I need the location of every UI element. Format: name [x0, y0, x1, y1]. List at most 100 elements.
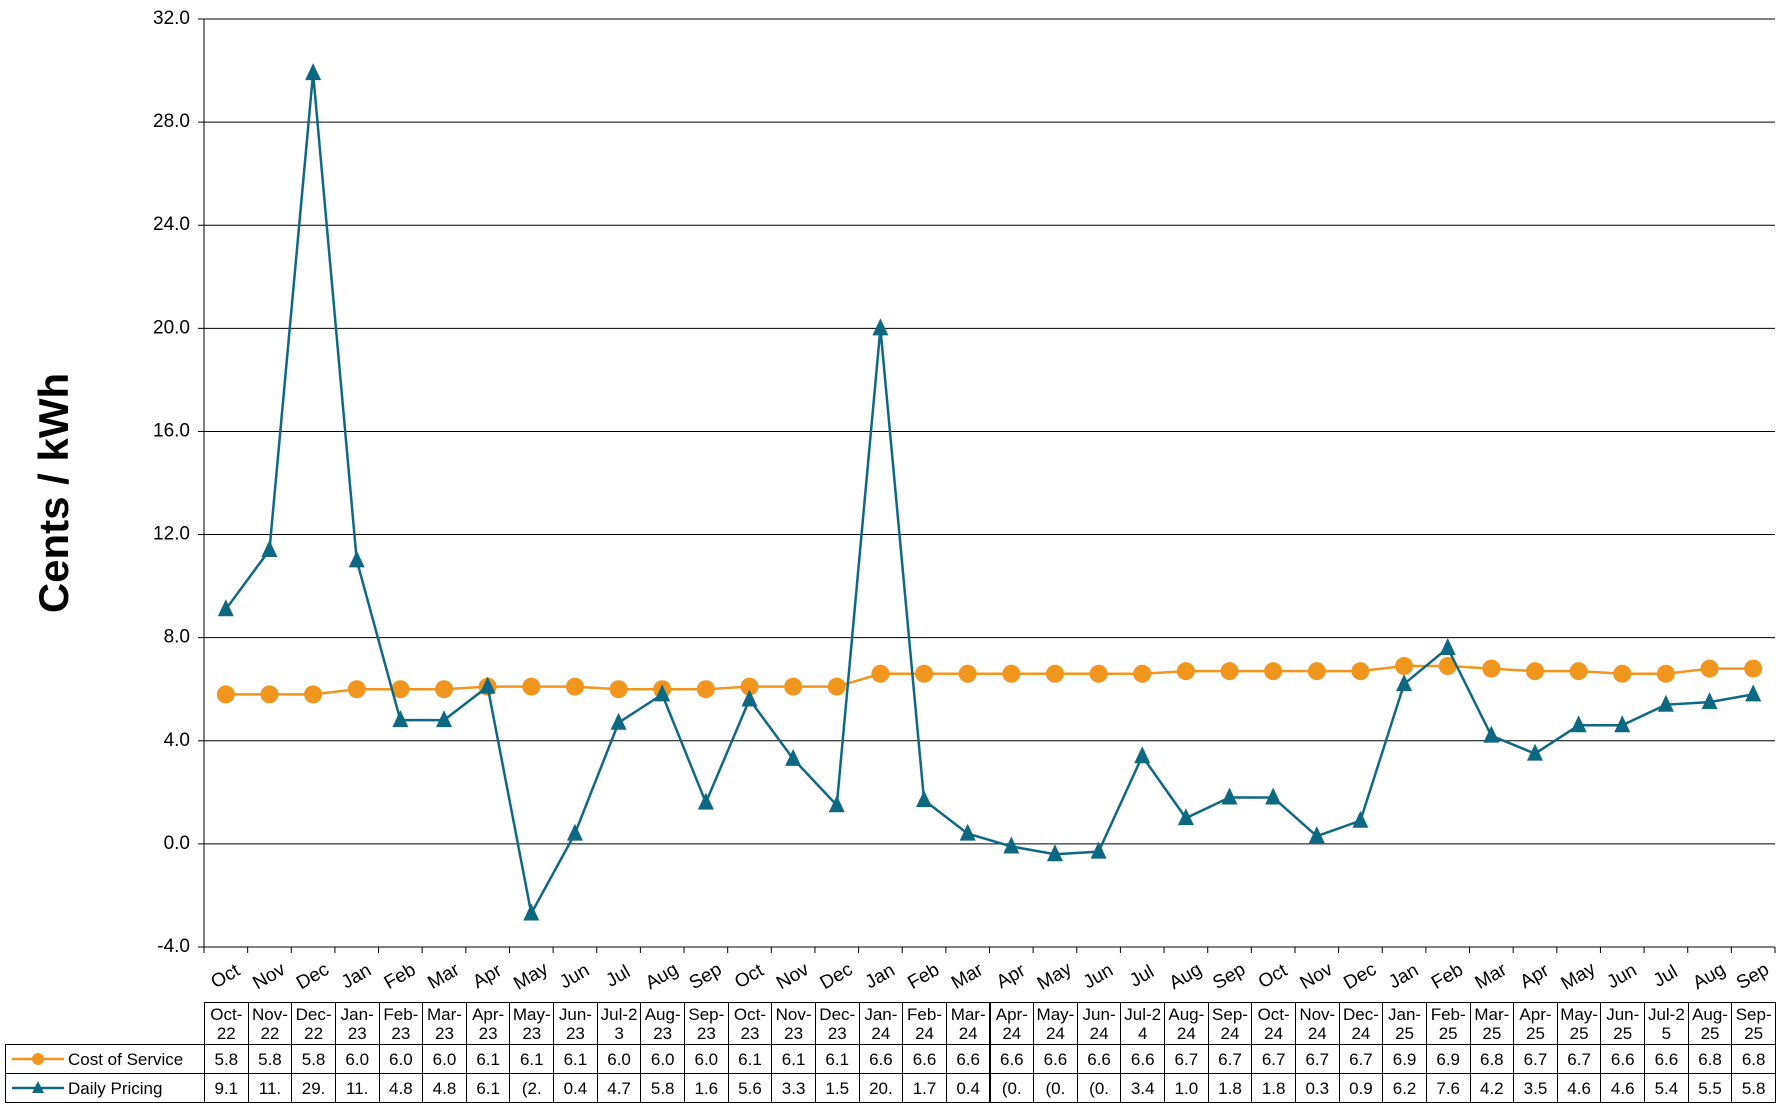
value-label: 0.4	[945, 1073, 991, 1103]
table-header: Oct-24	[1251, 1002, 1296, 1045]
value-label: 4.7	[596, 1073, 642, 1103]
x-tick-label: Jul	[1126, 961, 1158, 991]
table-header: Apr-23	[465, 1002, 511, 1045]
x-tick-label: May	[1034, 958, 1076, 994]
table-header: Sep-24	[1207, 1002, 1253, 1045]
point	[610, 712, 627, 730]
point	[654, 684, 671, 702]
point	[1176, 662, 1195, 681]
legend-marker	[32, 1053, 44, 1065]
value-label: 5.6	[727, 1073, 773, 1103]
point	[260, 685, 279, 704]
x-tick-label: Feb	[381, 959, 420, 994]
value-label: 6.8	[1469, 1044, 1515, 1074]
value-label: 1.6	[684, 1073, 729, 1103]
value-label: 6.6	[1120, 1044, 1166, 1074]
point	[1090, 841, 1107, 859]
table-header: Dec-24	[1338, 1002, 1384, 1045]
value-label: 6.6	[1644, 1044, 1689, 1074]
table-header: Jan-23	[334, 1002, 380, 1045]
x-tick-label: Nov	[249, 959, 289, 994]
table-header: Oct-23	[727, 1002, 773, 1045]
point	[1395, 657, 1414, 676]
point	[1700, 659, 1719, 678]
table-header: Sep-23	[684, 1002, 729, 1045]
value-label: 6.6	[945, 1044, 991, 1074]
x-tick-label: Sep	[686, 959, 726, 994]
value-label: 4.2	[1469, 1073, 1515, 1103]
point	[435, 680, 454, 699]
point	[566, 823, 583, 841]
point	[1352, 810, 1369, 828]
point	[347, 680, 366, 699]
x-tick-label: Aug	[1166, 959, 1206, 994]
y-axis-label: Cents / kWh	[30, 373, 77, 613]
point	[479, 676, 496, 694]
point	[828, 795, 845, 813]
value-label: 5.8	[640, 1073, 685, 1103]
point	[1526, 743, 1543, 761]
point	[959, 823, 976, 841]
x-tick-label: Sep	[1733, 959, 1773, 994]
value-label: 6.6	[902, 1044, 947, 1074]
point	[1745, 684, 1762, 702]
value-label: 6.9	[1425, 1044, 1471, 1074]
table-header: Jan-24	[858, 1002, 904, 1045]
point	[1656, 664, 1675, 683]
value-label: 6.0	[684, 1044, 729, 1074]
value-label: 9.1	[204, 1073, 249, 1103]
point	[1483, 725, 1500, 743]
table-header: Aug-25	[1687, 1002, 1733, 1045]
value-label: 6.7	[1338, 1044, 1384, 1074]
value-label: 6.7	[1164, 1044, 1209, 1074]
point	[1701, 692, 1718, 710]
point	[1089, 664, 1108, 683]
value-label: 6.1	[465, 1073, 511, 1103]
point	[1438, 657, 1457, 676]
value-label: 20.	[858, 1073, 904, 1103]
value-label: (0.	[1076, 1073, 1122, 1103]
value-label: 5.8	[291, 1044, 336, 1074]
point	[1221, 787, 1238, 805]
value-label: 4.6	[1556, 1073, 1602, 1103]
point	[1264, 662, 1283, 681]
point	[216, 685, 235, 704]
table-header: Feb-25	[1425, 1002, 1471, 1045]
table-header: Dec-22	[291, 1002, 336, 1045]
point	[304, 685, 323, 704]
x-tick-label: Oct	[208, 960, 245, 993]
x-tick-label: Jun	[1080, 960, 1117, 994]
point	[1657, 694, 1674, 712]
x-tick-label: Jul	[1650, 961, 1682, 991]
value-label: 3.4	[1120, 1073, 1166, 1103]
x-tick-label: Jun	[556, 960, 593, 994]
value-label: 6.1	[814, 1044, 860, 1074]
x-tick-label: May	[510, 958, 552, 994]
table-header: Jan-25	[1382, 1002, 1427, 1045]
point	[1307, 662, 1326, 681]
value-label: 6.7	[1513, 1044, 1558, 1074]
point	[784, 677, 803, 696]
x-tick-label: Dec	[817, 959, 857, 994]
table-header: Mar-25	[1469, 1002, 1515, 1045]
value-label: 29.	[291, 1073, 336, 1103]
point	[1613, 664, 1632, 683]
value-label: 0.4	[553, 1073, 598, 1103]
value-label: 3.5	[1513, 1073, 1558, 1103]
point	[1045, 664, 1064, 683]
x-tick-label: Aug	[1689, 959, 1729, 994]
value-label: 1.7	[902, 1073, 947, 1103]
y-tick-label: 28.0	[153, 111, 190, 132]
value-label: 6.6	[1076, 1044, 1122, 1074]
point	[741, 689, 758, 707]
x-tick-label: Jan	[1385, 960, 1422, 994]
value-label: 7.6	[1425, 1073, 1471, 1103]
x-tick-label: Jan	[862, 960, 899, 994]
y-tick-label: 32.0	[153, 8, 190, 29]
x-tick-label: Apr	[993, 960, 1030, 993]
value-label: 1.0	[1164, 1073, 1209, 1103]
table-header: Aug-24	[1164, 1002, 1209, 1045]
point	[1003, 836, 1020, 854]
value-label: 11.	[247, 1073, 293, 1103]
